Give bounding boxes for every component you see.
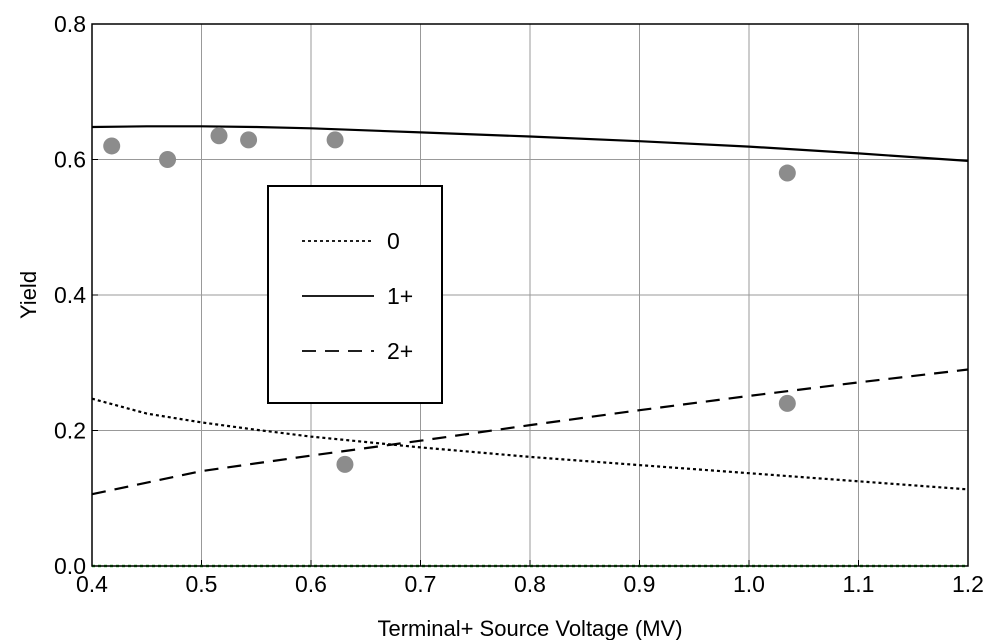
y-tick-label: 0.2 <box>54 418 86 444</box>
series-line-2 <box>91 368 969 496</box>
legend-label-1: 1+ <box>387 283 413 309</box>
y-tick-label: 0.0 <box>54 553 86 579</box>
x-tick-label: 1.0 <box>733 571 765 597</box>
tick-labels: 0.4 0.5 0.6 0.7 0.8 0.9 1.0 1.1 1.2 0.0 0.2 0.4 0.6 0… <box>54 11 984 597</box>
x-axis-title: Terminal+ Source Voltage (MV) <box>377 616 682 640</box>
data-point <box>336 455 354 473</box>
grid <box>91 23 969 567</box>
x-tick-label: 0.5 <box>186 571 218 597</box>
series-line-0 <box>91 397 969 491</box>
data-point <box>240 131 258 149</box>
y-tick-label: 0.6 <box>54 147 86 173</box>
data-point <box>778 164 796 182</box>
data-point <box>159 151 177 168</box>
legend-label-0: 0 <box>387 228 400 254</box>
data-point <box>778 394 796 412</box>
x-tick-label: 0.9 <box>624 571 656 597</box>
x-tick-label: 0.6 <box>295 571 327 597</box>
x-tick-label: 0.8 <box>514 571 546 597</box>
x-tick-label: 0.4 <box>76 571 108 597</box>
series-line-1 <box>91 125 969 162</box>
legend-box <box>267 185 443 404</box>
legend: 0 1+ 2+ <box>267 185 443 404</box>
y-tick-label: 0.8 <box>54 11 86 37</box>
x-tick-label: 1.2 <box>952 571 984 597</box>
data-point <box>103 137 121 155</box>
x-tick-label: 1.1 <box>843 571 875 597</box>
data-point <box>326 131 344 149</box>
x-tick-label: 0.7 <box>405 571 437 597</box>
data-points <box>103 127 796 473</box>
y-tick-label: 0.4 <box>54 282 86 308</box>
data-point <box>210 127 228 145</box>
plot-frame <box>91 23 969 567</box>
legend-label-2: 2+ <box>387 338 413 364</box>
y-axis-title: Yield <box>16 271 41 319</box>
